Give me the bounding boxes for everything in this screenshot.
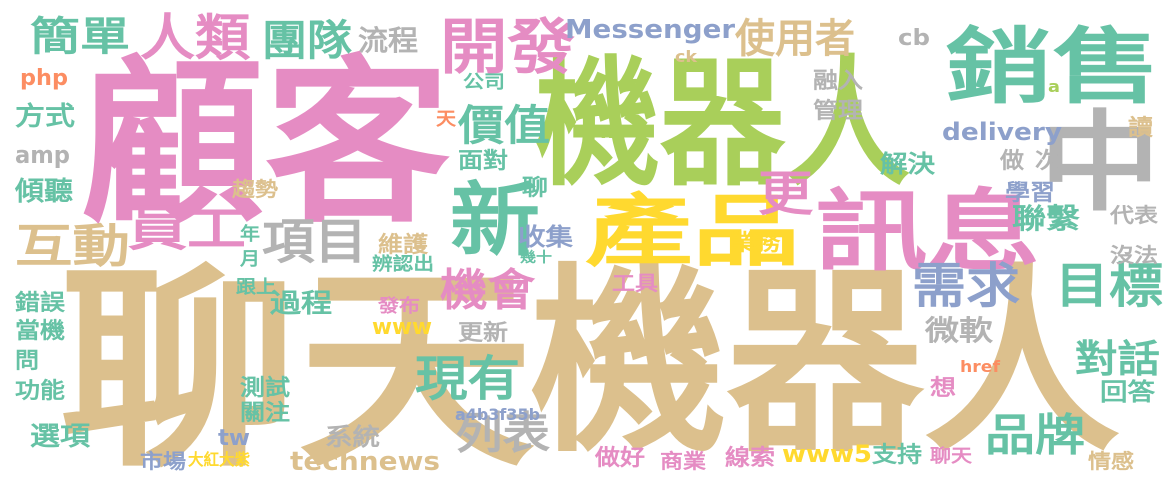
cloud-word-mu-biao: 目標 [1055,258,1163,314]
cloud-word-xue-xi: 學習 [1005,180,1055,206]
cloud-word-cb: cb [898,26,930,51]
cloud-word-xiao-shou: 銷售 [945,20,1160,115]
cloud-word-ji-qi-ren-green: 機器人 [535,43,910,206]
cloud-word-lian-xi: 聯繫 [1012,202,1080,235]
cloud-word-liao-tian: 聊天 [60,245,535,482]
cloud-word-ji-hui: 機會 [440,265,536,316]
cloud-word-ci: 次 [1035,148,1059,174]
cloud-word-xiang: 想 [930,376,956,401]
cloud-word-xin: 新 [450,174,540,267]
cloud-word-zhong: 中 [1040,101,1160,226]
cloud-word-dui-hua: 對話 [1075,337,1160,381]
cloud-word-ck: ck [675,47,697,66]
cloud-word-qu-shi: 趨勢 [231,177,278,201]
cloud-word-shi-chang: 市場 [140,449,186,473]
cloud-word-xiang-mu: 項目 [262,214,367,270]
cloud-word-jia-zhi: 價值 [457,101,550,150]
cloud-word-messenger: Messenger [565,15,735,45]
cloud-word-shou-ji: 收集 [518,223,574,251]
cloud-word-zuo: 做 [999,148,1025,174]
cloud-word-guan-zhu: 關注 [240,400,290,426]
cloud-word-geng: 更 [758,166,814,222]
cloud-word-cuo-wu: 錯誤 [15,290,66,316]
cloud-word-wen: 問 [15,349,39,374]
cloud-word-ye-wu: 業務 [730,230,781,256]
cloud-word-tw: tw [218,426,250,451]
cloud-word-yuan-gong: 員工 [128,201,246,257]
cloud-word-zhi-chi: 支持 [872,443,922,468]
cloud-word-ren-lei: 人類 [140,9,251,67]
cloud-word-shi-yong-zhe: 使用者 [735,16,855,62]
cloud-word-yue: 月 [239,249,260,270]
cloud-word-fa-bu: 發布 [377,295,420,317]
cloud-word-technews: technews [290,447,440,477]
cloud-word-guo-cheng: 過程 [270,289,332,319]
cloud-word-gong-si: 公司 [463,72,505,93]
cloud-word-liu-cheng: 流程 [358,24,418,57]
cloud-word-wei-hu: 維護 [378,232,429,258]
cloud-word-da-hong-da-zi: 大紅大紫 [188,450,250,469]
cloud-word-xun-xi: 訊息 [815,180,1040,283]
cloud-word-a4b3f35b: a4b3f35b [455,405,540,424]
cloud-word-wei-ruan: 微軟 [924,314,994,347]
cloud-word-ji-shi: 幾十 [520,249,552,266]
cloud-word-guan-li: 管理 [813,98,863,124]
cloud-word-xu-qiu: 需求 [912,258,1020,314]
cloud-word-jian-dan: 簡單 [30,14,130,60]
cloud-word-n: n [600,122,614,143]
cloud-word-gen-shang: 跟上 [236,277,276,298]
cloud-word-gong-neng: 功能 [15,378,65,404]
cloud-word-pin-pai: 品牌 [985,410,1085,461]
cloud-word-zuo-hao: 做好 [594,445,645,471]
cloud-word-amp: amp [15,141,70,169]
cloud-word-jie-jue: 解決 [880,150,936,178]
cloud-word-tuan-dui: 團隊 [262,16,352,65]
cloud-word-liao-tian-small: 聊天 [930,445,973,467]
cloud-word-kai-fa: 開發 [440,13,575,83]
cloud-word-mei-fa: 沒法 [1110,243,1158,267]
cloud-word-lie-biao: 列表 [455,408,550,459]
cloud-word-ce-shi: 測試 [240,375,290,401]
cloud-word-geng-xin: 更新 [458,320,508,346]
cloud-word-www5: www5 [782,440,872,468]
cloud-word-hu-dong: 互動 [15,219,130,273]
cloud-word-qing-ting: 傾聽 [14,177,73,207]
cloud-word-hui-da: 回答 [1100,378,1156,406]
cloud-word-nian: 年 [240,223,260,245]
cloud-word-xian-suo: 線索 [725,445,775,471]
cloud-word-fang-shi: 方式 [15,101,75,132]
cloud-word-xian-you: 現有 [415,351,520,407]
cloud-word-mian-dui: 面對 [458,149,508,174]
cloud-word-www: www [372,315,432,340]
cloud-word-ji-qi-ren-tan: 機器人 [530,247,1120,480]
cloud-word-href: href [960,357,1001,376]
cloud-word-delivery: delivery [942,118,1062,146]
cloud-word-gong-ju: 工具 [612,271,658,295]
cloud-word-chan-pin: 產品 [585,187,800,277]
cloud-word-du: 讀 [1128,116,1153,141]
cloud-word-dai-biao: 代表 [1109,203,1159,227]
cloud-word-xuan-xiang: 選項 [30,422,91,452]
cloud-word-xi-tong: 系統 [325,423,380,451]
cloud-word-liao: 聊 [522,176,548,201]
cloud-word-tian: 天 [436,109,457,130]
cloud-word-php: php [20,66,68,91]
cloud-word-shang-ye: 商業 [660,449,707,473]
cloud-word-bian-ren-chu: 辨認出 [372,253,434,275]
cloud-word-rong-ru: 融入 [813,69,863,94]
cloud-word-gu-ke: 顧客 [80,40,450,247]
cloud-word-dang-ji: 當機 [15,318,65,344]
cloud-word-a: a [1048,77,1060,96]
cloud-word-qing-gan: 情感 [1088,449,1134,473]
